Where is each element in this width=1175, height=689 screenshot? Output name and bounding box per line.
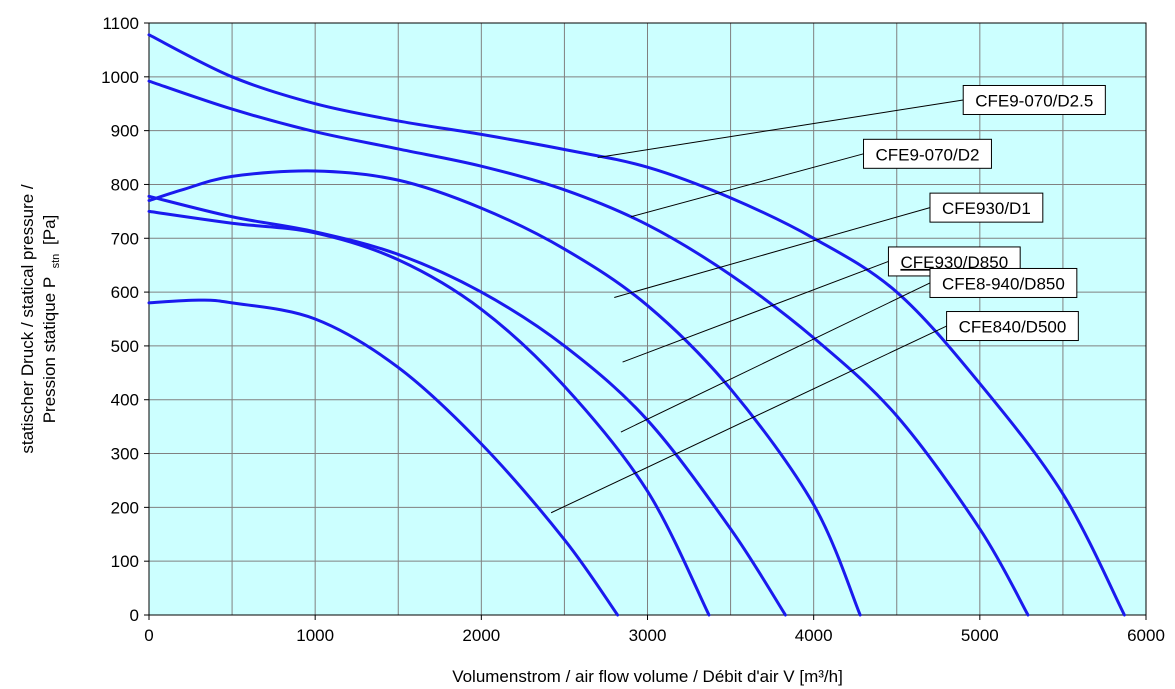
- x-tick-label: 6000: [1127, 626, 1165, 645]
- annotations: CFE9-070/D2.5 CFE9-070/D2 CFE930/D1 CFE930/…: [550, 84, 1106, 514]
- series-lines: [147, 33, 1126, 617]
- annotation-label: CFE9-070/D2.5: [975, 91, 1093, 110]
- annotation-leader: [550, 325, 947, 514]
- annotation-leader: [614, 207, 931, 298]
- annotation-box: [863, 138, 992, 169]
- x-tick-label: 4000: [795, 626, 833, 645]
- y-tick-label: 1000: [101, 68, 139, 87]
- x-axis-ticks: 0 1000 2000 3000 4000 5000 6000: [144, 615, 1165, 645]
- y-axis-title: statischer Druck / statical pressure / P…: [18, 184, 63, 454]
- y-axis-title-subscript: stn: [50, 254, 62, 269]
- x-tick-label: 5000: [961, 626, 999, 645]
- annotation-leader: [622, 260, 889, 363]
- x-tick-label: 0: [144, 626, 153, 645]
- annotation-label: CFE930/D850: [900, 253, 1008, 272]
- y-tick-label: 600: [111, 283, 139, 302]
- y-tick-label: 1100: [102, 14, 139, 33]
- y-tick-label: 300: [111, 445, 139, 464]
- series-line-2: [147, 79, 1030, 617]
- y-tick-label: 900: [111, 122, 139, 141]
- y-tick-label: 800: [111, 175, 139, 194]
- series-line-3: [147, 169, 862, 617]
- y-axis-title-suffix: [Pa]: [40, 215, 59, 245]
- series-line-5: [147, 209, 711, 617]
- annotation-label: CFE840/D500: [959, 318, 1067, 337]
- y-tick-label: 500: [111, 337, 139, 356]
- annotation-label: CFE930/D1: [942, 199, 1031, 218]
- annotation-leader: [597, 99, 964, 159]
- y-axis-ticks: 0 100 200 300 400 500 600 700 800 900 1000 1100: [101, 14, 149, 625]
- series-line-6: [147, 298, 620, 617]
- y-tick-label: 700: [111, 229, 139, 248]
- annotation-1: CFE9-070/D2.5: [597, 84, 1106, 159]
- annotation-6: CFE840/D500: [550, 311, 1079, 514]
- x-tick-label: 1000: [296, 626, 334, 645]
- annotation-leader: [630, 153, 864, 218]
- y-axis-title-line2: Pression statique P stn [Pa]: [40, 215, 63, 424]
- y-tick-label: 200: [111, 498, 139, 517]
- x-tick-label: 2000: [462, 626, 500, 645]
- x-tick-label: 3000: [629, 626, 667, 645]
- y-tick-label: 100: [111, 552, 139, 571]
- y-tick-label: 400: [111, 391, 139, 410]
- series-line-4: [147, 194, 787, 617]
- y-axis-title-prefix: Pression statique P: [40, 277, 59, 423]
- y-axis-title-line1: statischer Druck / statical pressure /: [18, 184, 37, 454]
- annotation-5: CFE8-940/D850: [620, 267, 1078, 433]
- annotation-box: [929, 267, 1078, 298]
- annotation-leader: [620, 282, 931, 433]
- y-tick-label: 0: [130, 606, 139, 625]
- series-line-1: [147, 33, 1126, 617]
- annotation-label: CFE8-940/D850: [942, 274, 1065, 293]
- annotation-box: [962, 84, 1106, 115]
- annotation-box: [946, 311, 1079, 342]
- annotation-label: CFE9-070/D2: [876, 145, 980, 164]
- annotation-box: [929, 192, 1044, 223]
- annotation-3: CFE930/D1: [614, 192, 1044, 298]
- x-axis-title: Volumenstrom / air flow volume / Débit d…: [452, 667, 843, 686]
- annotation-2: CFE9-070/D2: [630, 138, 992, 218]
